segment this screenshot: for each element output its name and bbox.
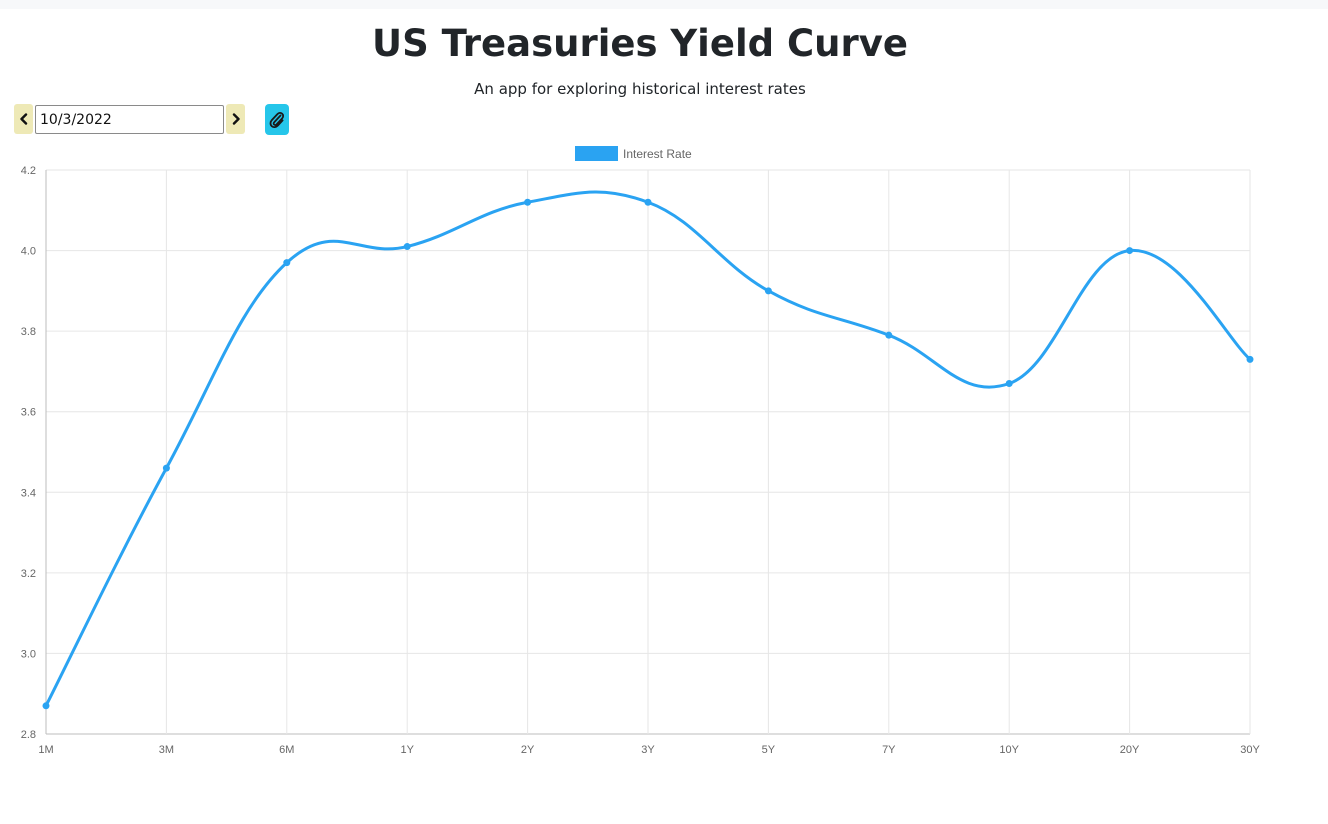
y-tick-label: 3.8 <box>21 326 36 338</box>
next-date-button[interactable] <box>226 104 245 134</box>
x-tick-label: 3Y <box>641 744 655 756</box>
data-point-3m <box>162 464 170 472</box>
attach-button[interactable] <box>265 104 289 135</box>
legend-swatch <box>575 146 618 161</box>
data-point-3y <box>644 198 652 206</box>
page-subtitle: An app for exploring historical interest… <box>474 80 806 98</box>
y-tick-label: 3.2 <box>21 568 36 580</box>
data-point-1m <box>42 702 50 710</box>
data-point-5y <box>764 287 772 295</box>
y-tick-label: 4.2 <box>21 165 36 177</box>
y-tick-label: 3.0 <box>21 648 36 660</box>
data-point-1y <box>403 243 411 251</box>
y-tick-label: 3.6 <box>21 407 36 419</box>
data-point-6m <box>283 259 291 267</box>
y-tick-label: 2.8 <box>21 729 36 741</box>
data-point-2y <box>524 198 532 206</box>
chevron-left-icon <box>19 113 27 125</box>
x-tick-label: 2Y <box>521 744 535 756</box>
yield-curve-chart: 2.8 3.0 3.2 3.4 3.6 3.8 4.0 4.2 1M 3M 6M 1Y 2Y 3Y 5Y 7Y… <box>21 146 1260 756</box>
data-point-10y <box>1005 380 1013 388</box>
data-point-20y <box>1126 247 1134 255</box>
y-tick-label: 3.4 <box>21 487 36 499</box>
series-line-interest-rate <box>44 190 1252 707</box>
top-strip <box>0 0 1328 9</box>
paperclip-icon <box>269 111 285 128</box>
page-title: US Treasuries Yield Curve <box>372 22 908 65</box>
x-tick-label: 1Y <box>400 744 414 756</box>
legend-label: Interest Rate <box>623 147 692 161</box>
y-tick-label: 4.0 <box>21 246 36 258</box>
chevron-right-icon <box>232 113 240 125</box>
x-tick-label: 30Y <box>1240 744 1260 756</box>
x-tick-label: 20Y <box>1120 744 1140 756</box>
x-tick-label: 1M <box>38 744 53 756</box>
date-input[interactable] <box>35 105 224 134</box>
x-tick-label: 3M <box>159 744 174 756</box>
x-tick-label: 5Y <box>762 744 776 756</box>
data-point-30y <box>1246 355 1254 363</box>
x-tick-label: 6M <box>279 744 294 756</box>
x-tick-label: 10Y <box>999 744 1019 756</box>
previous-date-button[interactable] <box>14 104 33 134</box>
data-point-7y <box>885 331 893 339</box>
x-tick-label: 7Y <box>882 744 896 756</box>
